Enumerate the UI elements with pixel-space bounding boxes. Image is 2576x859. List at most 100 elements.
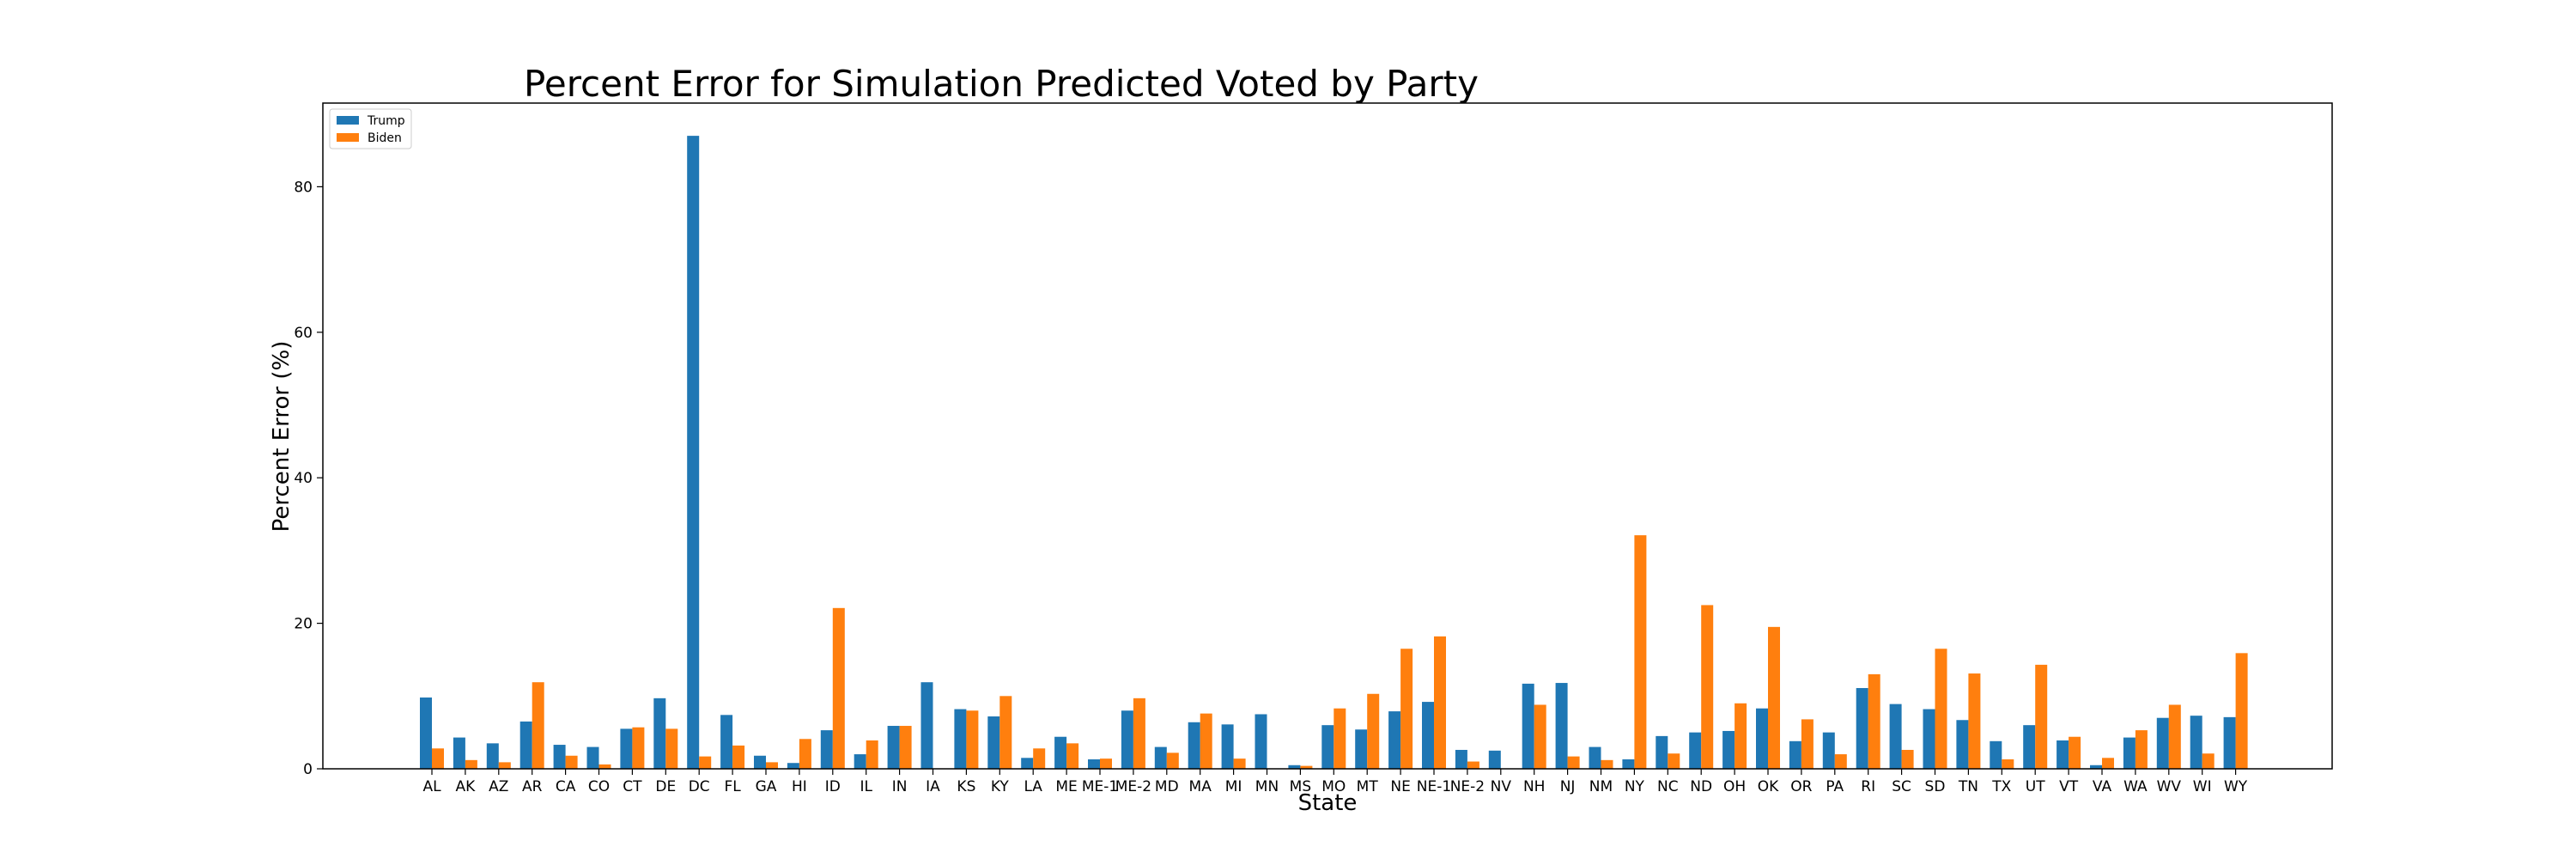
x-tick-label: IA [926,778,940,795]
bar-biden-md [1166,752,1179,769]
legend-swatch-trump [337,116,359,125]
bar-biden-nm [1601,759,1613,769]
bar-biden-de [665,728,678,769]
x-tick-label: NH [1523,778,1546,795]
bar-biden-ca [565,755,578,769]
bar-biden-tx [2002,758,2014,769]
bar-trump-nm [1589,746,1601,769]
x-tick-label: DC [689,778,710,795]
legend: Trump Biden [329,108,412,149]
x-tick-label: MA [1189,778,1212,795]
bar-trump-mo [1321,725,1334,769]
x-tick-label: NE-2 [1450,778,1485,795]
y-tick-label: 0 [303,761,313,778]
y-tick-label: 80 [294,179,313,196]
bar-trump-dc [687,136,700,770]
x-tick-label: NY [1625,778,1645,795]
y-axis-label: Percent Error (%) [269,341,295,533]
bar-biden-in [899,726,912,769]
bar-trump-pa [1822,732,1835,769]
x-tick-label: SC [1892,778,1911,795]
bar-biden-ks [966,710,979,769]
bar-trump-vt [2057,740,2069,769]
bar-trump-ne [1388,711,1401,769]
x-tick-label: CO [588,778,610,795]
bar-trump-mi [1221,724,1234,769]
x-tick-label: ME-1 [1082,778,1118,795]
x-axis: AL AK AZ AR CA CO CT DE DC FL GA HI ID IL IN IA KS KY LA ME… [422,769,2248,795]
bar-biden-dc [699,756,712,769]
bar-trump-ar [519,721,532,769]
legend-label-trump: Trump [367,114,405,128]
bar-trump-mn [1255,714,1267,769]
x-tick-label: LA [1024,778,1042,795]
bar-trump-ia [920,682,933,769]
bar-trump-nh [1522,683,1534,769]
x-tick-label: CA [556,778,576,795]
x-tick-label: WA [2123,778,2148,795]
x-tick-label: MO [1321,778,1346,795]
bar-trump-wv [2156,717,2169,769]
bar-biden-mi [1233,758,1246,769]
x-tick-label: MN [1255,778,1279,795]
y-axis: 0 20 40 60 80 [294,179,323,778]
bar-trump-wa [2123,737,2136,769]
bar-biden-ny [1634,535,1647,769]
x-tick-label: NM [1589,778,1613,795]
bar-biden-az [498,762,511,769]
bar-biden-pa [1834,754,1847,769]
x-tick-label: NE [1390,778,1410,795]
x-tick-label: CT [623,778,642,795]
bar-trump-ca [553,745,566,769]
bar-trump-ne-1 [1422,702,1434,769]
x-tick-label: NC [1657,778,1679,795]
bar-trump-ne-2 [1455,749,1467,769]
bar-biden-il [866,740,878,769]
bar-trump-nv [1488,750,1501,769]
bar-biden-ma [1200,713,1212,769]
bar-biden-or [1801,719,1814,769]
bar-biden-me-1 [1100,758,1112,769]
bar-biden-ak [465,759,477,769]
x-tick-label: MD [1155,778,1179,795]
bar-biden-nc [1668,753,1680,769]
chart-title: Percent Error for Simulation Predicted V… [524,63,1479,105]
bar-biden-fl [732,745,745,769]
bar-trump-tx [1990,740,2002,769]
bar-biden-wv [2168,704,2181,769]
bar-trump-nd [1689,732,1702,769]
bar-trump-ny [1622,758,1635,769]
bar-biden-ri [1868,673,1880,769]
x-tick-label: AR [522,778,543,795]
bar-biden-me-2 [1133,698,1145,769]
plot-frame [322,102,2333,770]
x-tick-label: KS [957,778,975,795]
x-tick-label: ND [1690,778,1712,795]
y-tick-label: 20 [294,616,313,633]
bar-trump-id [820,730,833,769]
y-tick-label: 40 [294,470,313,487]
bar-trump-me-1 [1088,758,1100,769]
bar-trump-hi [787,763,799,769]
bar-biden-ky [999,696,1012,769]
x-tick-label: TN [1958,778,1978,795]
x-tick-label: MT [1357,778,1379,795]
bar-trump-sc [1889,704,1902,769]
bar-trump-wi [2190,716,2202,769]
bar-biden-wi [2202,753,2215,769]
x-tick-label: AK [456,778,477,795]
bar-biden-oh [1735,703,1747,769]
bar-biden-mt [1367,693,1380,769]
bar-trump-nj [1555,683,1568,769]
x-tick-label: OR [1790,778,1812,795]
bar-biden-mo [1334,708,1346,769]
bar-biden-wa [2135,730,2148,769]
bar-biden-hi [799,739,811,769]
x-tick-label: VT [2059,778,2079,795]
x-tick-label: ME [1055,778,1077,795]
x-tick-label: HI [792,778,807,795]
bar-trump-in [887,726,900,769]
bar-biden-co [598,764,611,769]
bar-biden-ne-2 [1467,761,1479,769]
